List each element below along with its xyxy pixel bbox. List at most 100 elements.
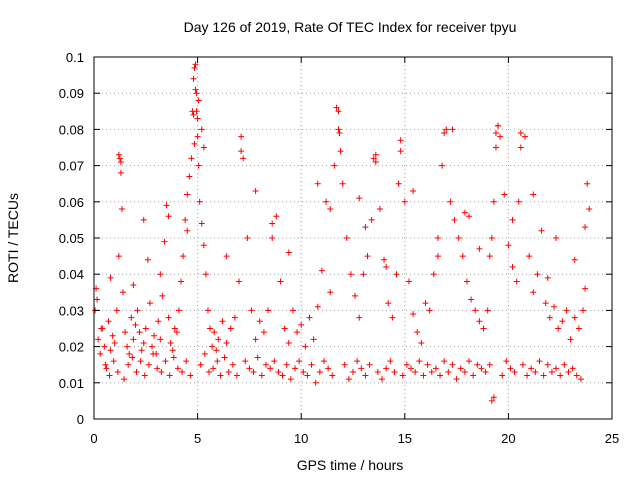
data-point [279,372,286,379]
data-point [116,155,123,162]
data-point [285,249,292,256]
data-point [511,368,518,375]
data-point [157,336,164,343]
data-point [341,361,348,368]
data-point [182,216,189,223]
data-point [397,148,404,155]
data-point [103,365,110,372]
data-point [441,130,448,137]
data-point [198,126,205,133]
x-tick-label: 25 [605,431,619,446]
data-point [410,187,417,194]
data-point [573,372,580,379]
data-point [559,318,566,325]
y-axis-label: ROTI / TECUs [5,193,21,283]
data-point [200,144,207,151]
data-point [534,271,541,278]
data-point [571,314,578,321]
data-point [418,339,425,346]
data-point [488,235,495,241]
data-point [214,358,221,365]
data-point [98,325,105,332]
data-point [275,368,282,375]
data-point [154,365,161,372]
data-point [308,361,315,368]
data-point [192,61,199,68]
data-point [368,216,375,223]
data-point [246,365,253,372]
data-point [350,368,356,375]
data-point [195,97,202,104]
data-point [183,358,190,365]
data-point [437,372,444,379]
data-point [186,173,193,180]
data-point [269,220,276,227]
data-point [178,278,185,285]
data-point [140,339,147,346]
chart-title: Day 126 of 2019, Rate Of TEC Index for r… [184,19,517,35]
data-point [150,350,157,357]
data-point [213,347,220,354]
data-point [210,365,217,372]
data-point [476,245,483,252]
data-point [118,206,125,213]
data-point [159,292,166,299]
data-point [144,256,151,263]
data-point [327,289,334,296]
data-point [376,206,383,213]
data-point [383,263,390,270]
data-point [542,300,549,307]
data-point [507,365,514,372]
data-point [149,343,156,350]
data-point [273,213,280,220]
data-point [439,162,446,169]
data-point [335,126,342,133]
data-point [430,271,437,278]
data-point [544,361,551,368]
data-point [521,133,528,140]
data-point [170,354,177,361]
data-point [236,278,243,285]
y-tick-label: 0.09 [59,86,84,101]
data-point [117,169,124,176]
data-point [405,278,412,285]
data-point [281,325,288,332]
data-point [122,329,129,336]
data-point [194,133,201,140]
data-point [267,365,274,372]
data-point [126,350,133,357]
data-point [161,238,168,245]
data-point [219,318,226,325]
data-point [242,358,249,365]
data-point [563,307,570,314]
data-point [314,303,321,310]
data-point [231,314,238,321]
data-point [190,75,197,82]
data-point [201,350,208,357]
data-point [180,253,187,260]
data-point [385,300,392,307]
data-point [221,354,228,361]
data-point [256,318,263,325]
x-tick-label: 0 [90,431,97,446]
data-point [339,180,346,187]
data-point [524,372,531,379]
data-point [555,325,562,332]
data-point [503,358,510,365]
data-point [422,300,429,307]
data-point [158,368,165,375]
data-point [416,358,423,365]
data-point [530,191,537,198]
data-point [455,235,462,241]
data-point [162,358,169,365]
data-point [443,126,450,133]
grid-lines [94,57,612,419]
data-point [434,253,441,260]
data-point [403,361,410,368]
data-point [95,336,102,343]
data-point [336,130,343,137]
data-point [195,162,202,169]
data-point [582,285,589,292]
data-point [289,307,296,314]
